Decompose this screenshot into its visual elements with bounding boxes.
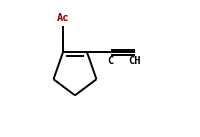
Text: Ac: Ac [56, 13, 69, 23]
Text: CH: CH [128, 56, 140, 66]
Text: C: C [106, 56, 112, 66]
